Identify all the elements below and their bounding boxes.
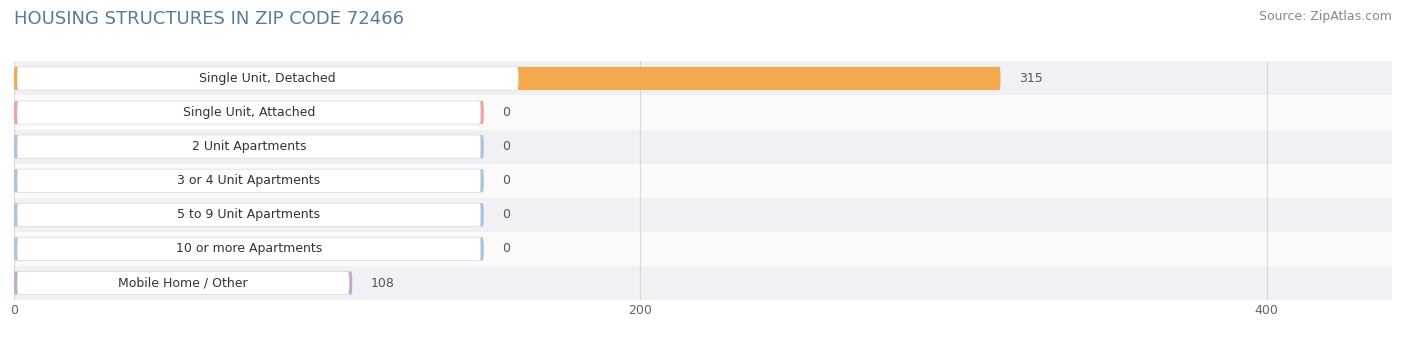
Bar <box>14 232 1392 266</box>
Text: 3 or 4 Unit Apartments: 3 or 4 Unit Apartments <box>177 174 321 187</box>
Text: 0: 0 <box>502 208 510 221</box>
Bar <box>14 164 1392 198</box>
Text: 2 Unit Apartments: 2 Unit Apartments <box>191 140 307 153</box>
Text: 315: 315 <box>1019 72 1043 85</box>
FancyBboxPatch shape <box>14 135 484 158</box>
Text: 0: 0 <box>502 106 510 119</box>
Text: Single Unit, Attached: Single Unit, Attached <box>183 106 315 119</box>
Bar <box>14 61 1392 95</box>
Text: 5 to 9 Unit Apartments: 5 to 9 Unit Apartments <box>177 208 321 221</box>
FancyBboxPatch shape <box>17 169 481 192</box>
FancyBboxPatch shape <box>14 271 353 295</box>
FancyBboxPatch shape <box>14 169 484 192</box>
FancyBboxPatch shape <box>14 203 484 226</box>
Text: 108: 108 <box>371 277 395 290</box>
Text: 0: 0 <box>502 242 510 255</box>
Bar <box>14 130 1392 164</box>
FancyBboxPatch shape <box>17 203 481 226</box>
Bar <box>14 95 1392 130</box>
Text: 0: 0 <box>502 174 510 187</box>
Text: 10 or more Apartments: 10 or more Apartments <box>176 242 322 255</box>
Text: HOUSING STRUCTURES IN ZIP CODE 72466: HOUSING STRUCTURES IN ZIP CODE 72466 <box>14 10 404 28</box>
FancyBboxPatch shape <box>14 67 1001 90</box>
Bar <box>14 198 1392 232</box>
FancyBboxPatch shape <box>17 101 481 124</box>
Text: 0: 0 <box>502 140 510 153</box>
FancyBboxPatch shape <box>14 101 484 124</box>
Text: Single Unit, Detached: Single Unit, Detached <box>200 72 336 85</box>
FancyBboxPatch shape <box>14 237 484 261</box>
FancyBboxPatch shape <box>17 237 481 261</box>
Text: Source: ZipAtlas.com: Source: ZipAtlas.com <box>1258 10 1392 23</box>
FancyBboxPatch shape <box>17 67 519 90</box>
Text: Mobile Home / Other: Mobile Home / Other <box>118 277 247 290</box>
FancyBboxPatch shape <box>17 135 481 158</box>
FancyBboxPatch shape <box>17 271 349 295</box>
Bar <box>14 266 1392 300</box>
